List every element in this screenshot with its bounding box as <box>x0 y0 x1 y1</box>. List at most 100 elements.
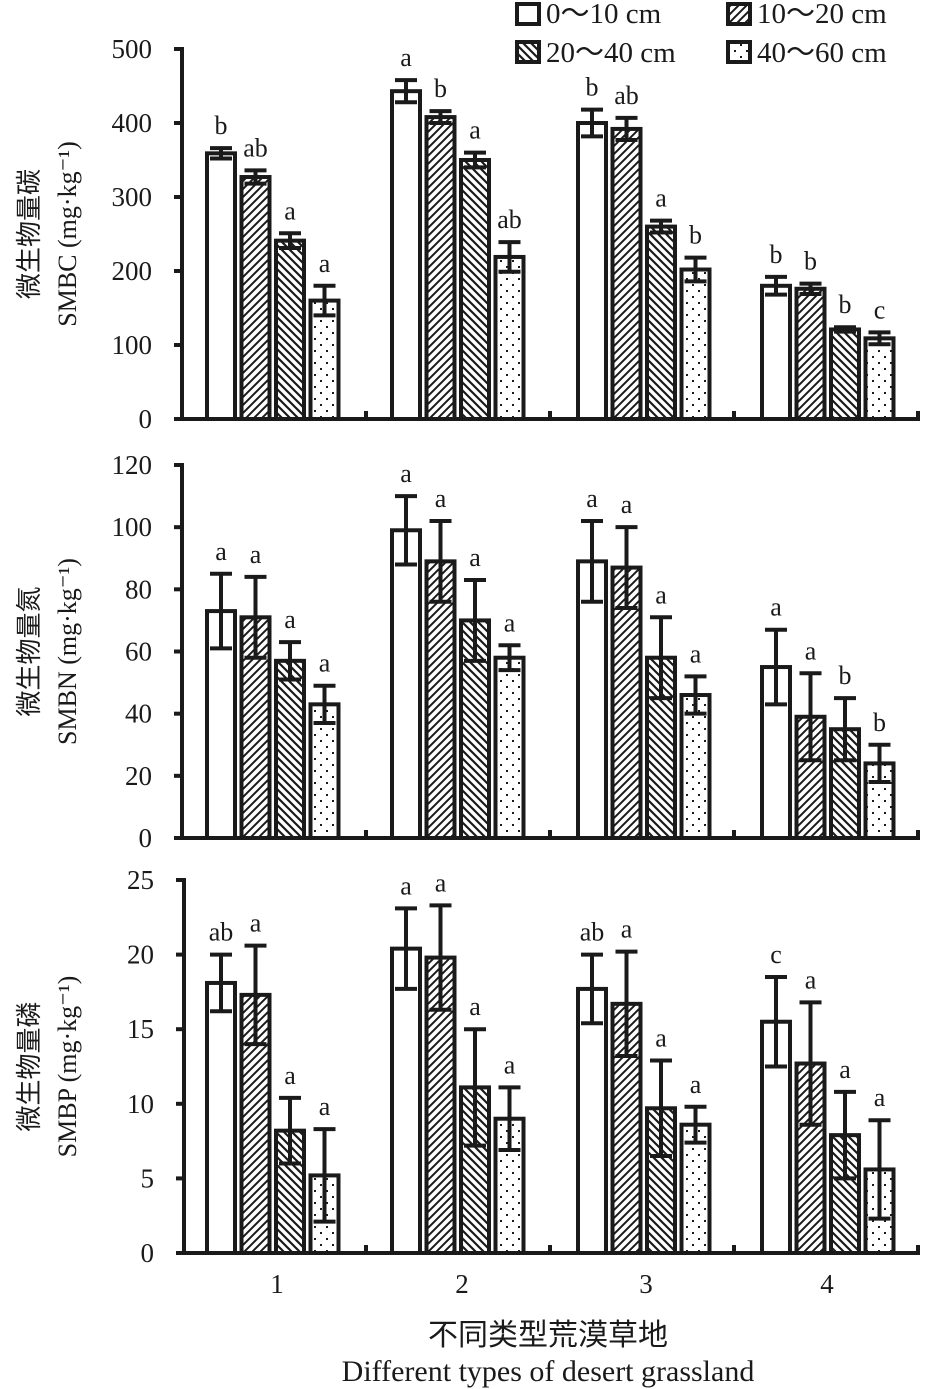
smbn-significance-label-g3-40-60cm: a <box>690 639 702 668</box>
smbc-significance-label-g4-0-10cm: b <box>770 240 783 269</box>
x-tick-label-1: 1 <box>270 1269 284 1299</box>
smbn-y-tick-label-0: 0 <box>139 823 153 853</box>
smbc-significance-label-g3-20-40cm: a <box>655 184 667 213</box>
smbp-significance-label-g2-20-40cm: a <box>469 992 481 1021</box>
smbn-significance-label-g4-0-10cm: a <box>770 593 782 622</box>
smbp-significance-label-g4-40-60cm: a <box>874 1083 886 1112</box>
smbp-significance-label-g3-20-40cm: a <box>655 1024 667 1053</box>
smbc-bar-g2-40-60cm <box>493 254 526 421</box>
smbc-bar-g2-20-40cm <box>459 158 491 421</box>
smbp-bar-g1-0-10cm <box>205 980 237 1255</box>
smbc-significance-label-g4-10-20cm: b <box>804 247 817 276</box>
smbp-y-tick-label-25: 25 <box>127 865 154 895</box>
smbc-significance-label-g1-0-10cm: b <box>215 111 228 140</box>
smbn-bar-g1-20-40cm <box>274 658 306 841</box>
smbn-significance-label-g4-10-20cm: a <box>805 636 817 665</box>
smbc-significance-label-g1-10-20cm: ab <box>243 133 268 162</box>
smbn-significance-label-g2-20-40cm: a <box>469 543 481 572</box>
legend-item-40-60cm: 40～60 cm <box>726 37 887 69</box>
smbp-significance-label-g3-10-20cm: a <box>621 915 633 944</box>
smbn-y-tick-label-40: 40 <box>125 699 152 729</box>
smbc-bar-g2-0-10cm <box>390 89 422 422</box>
x-tick-label-2: 2 <box>455 1269 469 1299</box>
smbp-significance-label-g4-10-20cm: a <box>805 965 817 994</box>
smbc-significance-label-g2-40-60cm: ab <box>497 205 522 234</box>
legend-label-0-10cm: 0～10 cm <box>546 0 662 30</box>
legend: 0～10 cm 10～20 cm 20～40 cm 40～60 cm <box>515 0 887 69</box>
smbp-significance-label-g1-20-40cm: a <box>284 1061 296 1090</box>
smbc-y-tick-label-100: 100 <box>112 330 153 360</box>
smbc-significance-label-g4-20-40cm: b <box>839 290 852 319</box>
smbp-y-tick-label-15: 15 <box>127 1014 154 1044</box>
legend-label-10-20cm: 10～20 cm <box>757 0 887 30</box>
smbp-significance-label-g2-0-10cm: a <box>400 871 412 900</box>
smbn-bar-g2-10-20cm <box>424 559 457 840</box>
smbc-y-tick-label-0: 0 <box>139 404 153 434</box>
smbp-significance-label-g1-0-10cm: ab <box>209 918 234 947</box>
smbp-y-axis-title: SMBP (mg·kg⁻¹) <box>53 976 82 1158</box>
smbp-significance-label-g1-10-20cm: a <box>250 909 262 938</box>
smbn-significance-label-g1-20-40cm: a <box>284 605 296 634</box>
smbc-y-tick-label-300: 300 <box>112 182 153 212</box>
smbp-bar-g2-0-10cm <box>390 946 422 1256</box>
legend-swatch-20-40cm <box>515 40 541 64</box>
smbp-significance-label-g4-0-10cm: c <box>770 940 782 969</box>
legend-item-0-10cm: 0～10 cm <box>515 0 662 30</box>
legend-label-20-40cm: 20～40 cm <box>546 37 676 69</box>
smbc-significance-label-g3-10-20cm: ab <box>614 81 639 110</box>
legend-label-40-60cm: 40～60 cm <box>757 37 887 69</box>
smbc-bar-g4-20-40cm <box>829 327 861 421</box>
smbc-y-tick-label-500: 500 <box>112 34 153 64</box>
smbp-bar-g3-40-60cm <box>679 1122 712 1255</box>
smbc-bar-g3-40-60cm <box>679 267 712 421</box>
smbc-bar-g4-10-20cm <box>794 286 827 422</box>
smbc-y-axis-title-cn: 微生物量碳 <box>15 169 44 299</box>
smbp-significance-label-g1-40-60cm: a <box>319 1092 331 1121</box>
smbp-significance-label-g3-0-10cm: ab <box>580 918 605 947</box>
smbp-y-tick-label-5: 5 <box>141 1163 155 1193</box>
smbc-significance-label-g4-40-60cm: c <box>874 295 886 324</box>
smbc-significance-label-g2-0-10cm: a <box>400 43 412 72</box>
smbc-significance-label-g3-0-10cm: b <box>586 73 599 102</box>
smbp-y-tick-label-20: 20 <box>127 940 154 970</box>
smbc-significance-label-g3-40-60cm: b <box>689 221 702 250</box>
x-axis-title-cn: 不同类型荒漠草地 <box>428 1319 668 1352</box>
smbp-significance-label-g2-40-60cm: a <box>504 1050 516 1079</box>
smbc-bar-g3-10-20cm <box>610 126 643 421</box>
smbp-bar-g3-0-10cm <box>576 986 608 1256</box>
smbn-bar-g2-0-10cm <box>390 528 422 841</box>
smbn-significance-label-g3-20-40cm: a <box>655 580 667 609</box>
smbn-bar-g2-40-60cm <box>493 655 526 841</box>
smbn-significance-label-g3-10-20cm: a <box>621 490 633 519</box>
smbn-y-axis-title: SMBN (mg·kg⁻¹) <box>53 558 82 745</box>
smbc-significance-label-g1-20-40cm: a <box>284 196 296 225</box>
x-category-labels: 1 2 3 4 <box>270 1269 834 1299</box>
smbp-significance-label-g3-40-60cm: a <box>690 1070 702 1099</box>
x-tick-label-4: 4 <box>820 1269 834 1299</box>
smbc-bar-g4-0-10cm <box>760 283 792 421</box>
smbn-significance-label-g1-0-10cm: a <box>215 537 227 566</box>
smbn-significance-label-g4-20-40cm: b <box>839 661 852 690</box>
smbn-y-tick-label-20: 20 <box>125 761 152 791</box>
smbc-bar-g4-40-60cm <box>863 336 896 421</box>
smbc-bar-g2-10-20cm <box>424 115 457 422</box>
smbp-significance-label-g4-20-40cm: a <box>839 1055 851 1084</box>
smbc-bar-g3-20-40cm <box>645 224 677 421</box>
smbn-y-tick-label-60: 60 <box>125 637 152 667</box>
smbn-significance-label-g1-10-20cm: a <box>250 540 262 569</box>
smbn-y-tick-label-120: 120 <box>112 450 153 480</box>
smbn-significance-label-g2-40-60cm: a <box>504 608 516 637</box>
smbn-bar-g3-40-60cm <box>679 693 712 840</box>
smbp-significance-label-g2-10-20cm: a <box>435 868 447 897</box>
smbn-y-tick-label-100: 100 <box>112 512 153 542</box>
smbp-y-tick-label-10: 10 <box>127 1089 154 1119</box>
legend-item-10-20cm: 10～20 cm <box>726 0 887 30</box>
smbc-significance-label-g2-20-40cm: a <box>469 116 481 145</box>
smbc-y-tick-label-200: 200 <box>112 256 153 286</box>
smbc-bar-g3-0-10cm <box>576 121 608 421</box>
x-tick-label-3: 3 <box>639 1269 653 1299</box>
